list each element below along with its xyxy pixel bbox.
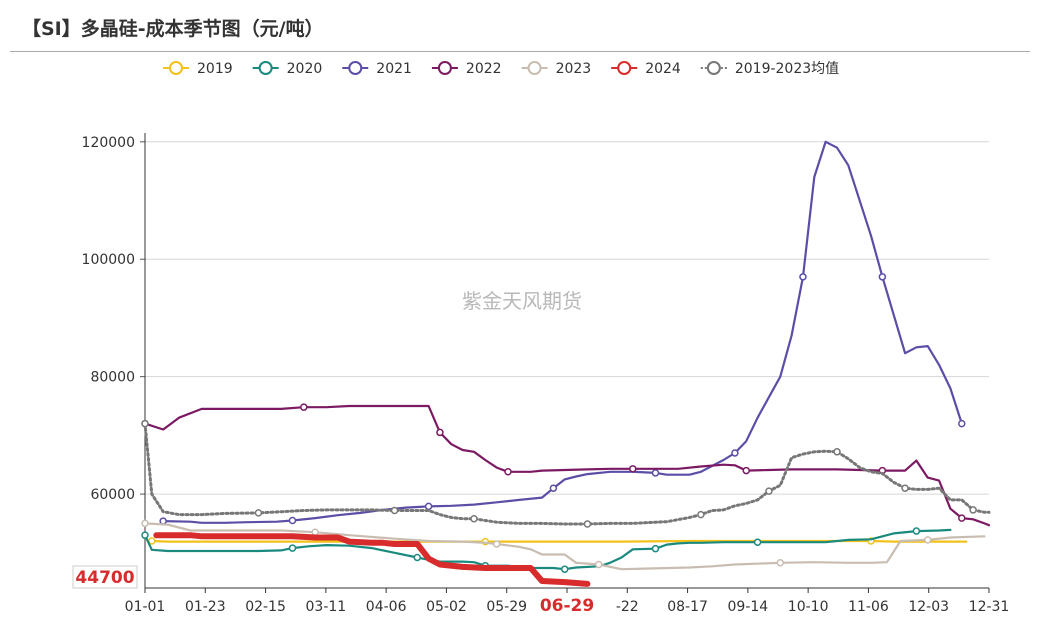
series-point-marker [912, 527, 921, 535]
legend-label[interactable]: 2019 [197, 61, 233, 77]
x-tick-label: 09-14 [728, 599, 769, 615]
series-line[interactable] [162, 140, 963, 524]
legend-label[interactable]: 2024 [645, 61, 681, 77]
x-tick-label: 01-23 [185, 599, 226, 615]
series-point-marker [833, 448, 841, 456]
legend-swatch-circle [348, 61, 363, 75]
series-point-marker [288, 544, 297, 552]
series-point-marker [300, 403, 308, 411]
series-point-marker [141, 419, 149, 428]
series-point-marker [141, 519, 149, 528]
chart-title: 【SI】多晶硅-成本季节图（元/吨） [22, 18, 324, 40]
series-lines [141, 140, 991, 587]
series-point-marker [141, 531, 149, 539]
series-point-marker [776, 559, 785, 567]
x-tick-label: 05-02 [426, 599, 467, 615]
axes: 60000 80000 100000 120000 01-01 01-23 02-15 03-… [82, 133, 1010, 616]
legend-label[interactable]: 2019-2023均值 [735, 61, 839, 77]
gridlines [145, 141, 989, 495]
y-tick-label: 120000 [82, 135, 135, 151]
series-point-marker [595, 560, 603, 569]
x-tick-label: 11-06 [848, 599, 889, 615]
legend-swatch-circle [706, 61, 721, 75]
series-point-marker [958, 514, 966, 522]
x-tick-label: 05-29 [486, 599, 527, 615]
current-value-label-group: 44700 [72, 565, 138, 589]
current-value-label: 44700 [75, 568, 134, 588]
series-point-marker [878, 273, 887, 281]
x-tick-label: 12-03 [908, 599, 949, 615]
series-point-marker [969, 506, 977, 514]
series-line[interactable] [143, 422, 991, 526]
series-point-marker [470, 514, 478, 523]
legend: 2019 2020 2021 2022 2023 2024 2019-2023均值 [163, 61, 839, 77]
series-point-marker [799, 273, 807, 281]
legend-swatch-circle [437, 61, 452, 75]
series-point-marker [492, 540, 501, 548]
series-point-marker [651, 469, 660, 477]
series-point-marker [436, 428, 444, 437]
series-line[interactable] [150, 539, 968, 543]
legend-swatch-circle [617, 61, 632, 75]
x-tick-label: 01-01 [125, 599, 166, 615]
series-point-marker [549, 484, 558, 492]
series-line[interactable] [143, 404, 991, 527]
series-point-marker [254, 509, 263, 517]
series-point-marker [424, 502, 433, 511]
title-divider [10, 51, 1030, 52]
x-tick-label: -22 [616, 599, 639, 615]
y-tick-label: 100000 [82, 252, 135, 268]
series-point-marker [583, 520, 592, 528]
series-point-marker [390, 506, 399, 515]
series-point-marker [742, 466, 750, 475]
series-point-marker [731, 449, 739, 457]
series-point-marker [901, 484, 909, 492]
series-point-marker [651, 544, 660, 553]
watermark-text: 紫金天风期货 [462, 289, 582, 313]
series-point-marker [560, 565, 569, 573]
series-point-marker [413, 553, 422, 562]
current-value-box [72, 565, 138, 589]
series-point-marker [697, 510, 705, 519]
legend-swatch-circle [258, 61, 273, 75]
legend-swatch-circle [169, 61, 183, 75]
series-point-marker [288, 516, 297, 525]
series-point-marker [753, 538, 762, 546]
series-line[interactable] [143, 522, 986, 571]
series-point-marker [629, 465, 637, 473]
legend-label[interactable]: 2021 [376, 61, 412, 77]
legend-swatch-circle [527, 61, 542, 75]
x-tick-label: 02-15 [245, 599, 286, 615]
series-point-marker [311, 528, 319, 536]
legend-label[interactable]: 2020 [287, 61, 323, 77]
x-tick-label: 12-31 [969, 599, 1010, 615]
x-tick-label: 03-11 [306, 599, 347, 615]
legend-label[interactable]: 2022 [466, 61, 502, 77]
x-tick-label: 10-10 [788, 599, 829, 615]
series-point-marker [765, 487, 773, 495]
y-tick-label: 80000 [90, 370, 135, 386]
series-line[interactable] [153, 532, 591, 587]
x-tick-label: 06-29 [540, 596, 594, 616]
series-point-marker [504, 468, 512, 476]
y-tick-label: 60000 [90, 487, 135, 503]
legend-label[interactable]: 2023 [556, 61, 592, 77]
series-point-marker [923, 536, 932, 544]
series-point-marker [958, 419, 966, 428]
x-tick-label: 08-17 [667, 599, 708, 615]
x-tick-label: 04-06 [366, 599, 407, 615]
